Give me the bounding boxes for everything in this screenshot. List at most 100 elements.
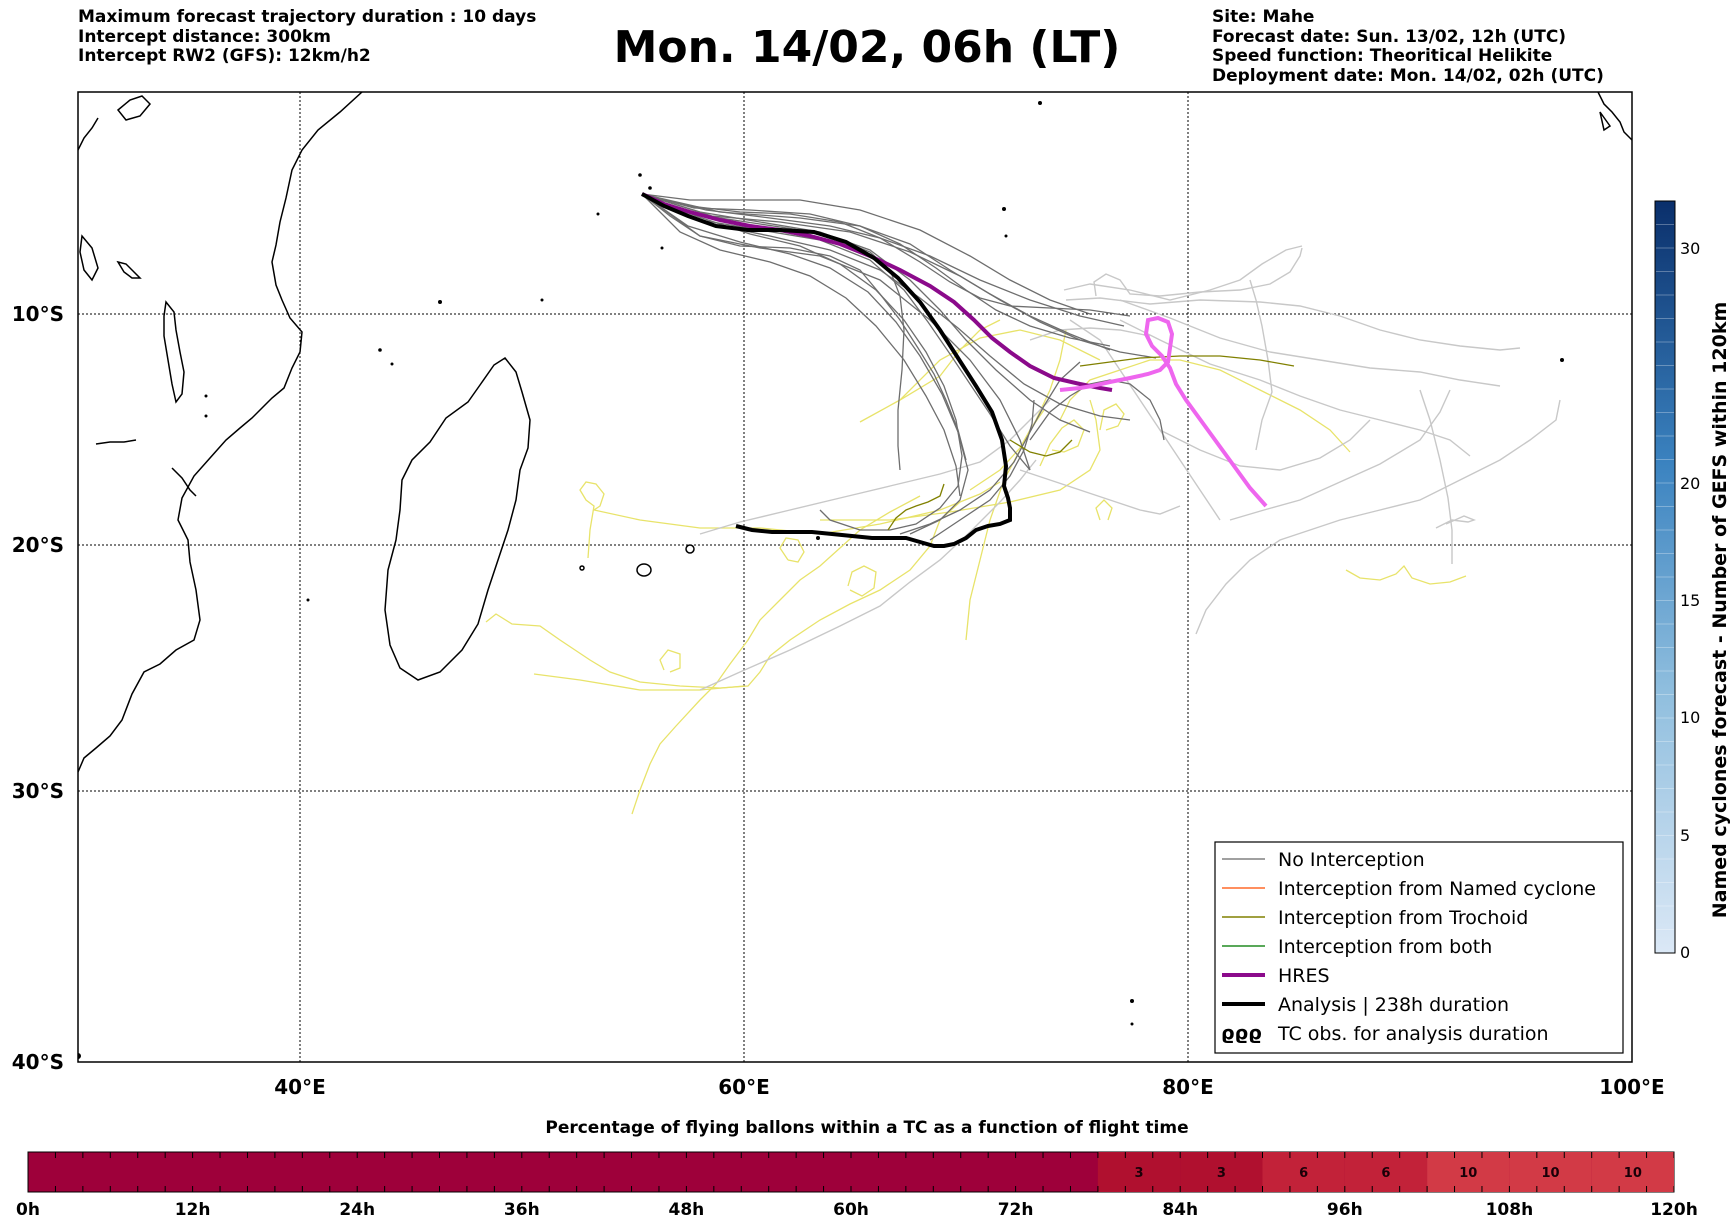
no-interception-track xyxy=(929,399,1035,541)
lat-label-30s: 30°S xyxy=(12,779,64,803)
island xyxy=(378,348,382,352)
percentage-time-label: 36h xyxy=(504,1200,540,1220)
trochoid-ensemble-tracks xyxy=(485,319,1467,815)
no-interception-track xyxy=(641,193,1111,351)
percentage-time-label: 48h xyxy=(669,1200,705,1220)
coastline-piece xyxy=(116,95,152,121)
coastline-piece xyxy=(79,234,99,282)
legend-item: HRES xyxy=(1222,965,1330,987)
gray-track xyxy=(1195,399,1561,635)
no-interception-track xyxy=(641,193,1131,317)
africa-coastline xyxy=(78,92,363,773)
gray-track xyxy=(1419,389,1453,564)
legend-label: Interception from Named cyclone xyxy=(1278,878,1596,900)
gray-track xyxy=(1435,515,1477,529)
percentage-time-label: 24h xyxy=(339,1200,375,1220)
yellow-track xyxy=(579,481,1001,559)
island xyxy=(1130,999,1134,1003)
speed-function-text: Speed function: Theoritical Helikite xyxy=(1212,46,1553,66)
lon-label-80e: 80°E xyxy=(1162,1075,1214,1099)
colorbar-ticks: 0 5 10 15 20 30 xyxy=(1680,239,1700,962)
colorbar-tick: 15 xyxy=(1680,591,1700,610)
arabia-coastline xyxy=(78,117,99,151)
gray-track xyxy=(1249,279,1273,451)
percentage-cell xyxy=(1427,1152,1510,1192)
yellow-track xyxy=(1345,564,1467,585)
legend-item: ϱϱϱ TC obs. for analysis duration xyxy=(1221,1022,1549,1045)
percentage-cell-value: 10 xyxy=(1542,1166,1560,1181)
gray-track xyxy=(1065,297,1521,351)
gray-track xyxy=(1029,327,1151,341)
yellow-track xyxy=(1099,403,1125,431)
site-text: Site: Mahe xyxy=(1212,7,1315,27)
island xyxy=(540,298,544,302)
legend-item: Interception from Named cyclone xyxy=(1222,878,1596,900)
legend-label: No Interception xyxy=(1278,849,1425,871)
island xyxy=(1130,1022,1134,1026)
yellow-track xyxy=(847,565,877,597)
percentage-time-label: 96h xyxy=(1327,1200,1363,1220)
trochoid-interception-track xyxy=(1079,355,1295,367)
no-interception-track xyxy=(641,193,1031,471)
percentage-cell-value: 10 xyxy=(1459,1166,1477,1181)
percentage-cells: 3 3 6 6 10 10 10 xyxy=(1097,1152,1674,1192)
yellow-track xyxy=(1095,499,1113,521)
yellow-track xyxy=(533,673,745,691)
colorbar-label: Named cyclones forecast - Number of GEFS… xyxy=(1709,302,1731,919)
percentage-cell xyxy=(1097,1152,1181,1192)
lon-label-100e: 100°E xyxy=(1599,1075,1664,1099)
coastline-piece xyxy=(163,300,185,404)
island xyxy=(78,1053,81,1059)
percentage-time-label: 60h xyxy=(833,1200,869,1220)
island xyxy=(306,598,310,602)
island xyxy=(204,414,208,418)
gray-track xyxy=(1063,245,1303,301)
yellow-track xyxy=(659,649,681,673)
longitude-labels: 40°E 60°E 80°E 100°E xyxy=(274,1075,1664,1099)
lat-label-40s: 40°S xyxy=(12,1050,64,1074)
page-title: Mon. 14/02, 06h (LT) xyxy=(613,22,1121,73)
legend-item: Analysis | 238h duration xyxy=(1222,994,1509,1016)
percentage-time-label: 0h xyxy=(16,1200,40,1220)
gray-track xyxy=(1229,389,1451,521)
percentage-cell xyxy=(1180,1152,1263,1192)
light-ensemble-tracks xyxy=(699,245,1561,691)
forecast-date-text: Forecast date: Sun. 13/02, 12h (UTC) xyxy=(1212,26,1567,47)
yellow-track xyxy=(485,501,961,689)
island xyxy=(1560,358,1564,362)
lon-label-40e: 40°E xyxy=(274,1075,326,1099)
intercept-distance-text: Intercept distance: 300km xyxy=(78,26,331,47)
trochoid-interception-track xyxy=(887,483,945,531)
colorbar-tick: 30 xyxy=(1680,239,1700,258)
percentage-cell-value: 3 xyxy=(1135,1166,1144,1181)
legend-label: Interception from Trochoid xyxy=(1278,907,1528,929)
tc-obs-symbol-icon: ϱϱϱ xyxy=(1221,1022,1262,1044)
percentage-time-label: 84h xyxy=(1162,1200,1198,1220)
percentage-time-label: 12h xyxy=(175,1200,211,1220)
percentage-minor-ticks xyxy=(27,1152,1675,1192)
no-interception-track xyxy=(899,361,1081,535)
yellow-track xyxy=(820,399,1101,521)
intercept-rw2-text: Intercept RW2 (GFS): 12km/h2 xyxy=(78,46,371,66)
coastline-piece xyxy=(116,260,142,279)
madagascar-coastline xyxy=(384,357,531,681)
gray-track xyxy=(1159,419,1371,471)
lat-label-10s: 10°S xyxy=(12,302,64,326)
yellow-track xyxy=(631,495,921,815)
no-interception-track xyxy=(641,193,1091,433)
percentage-time-label: 108h xyxy=(1486,1200,1534,1220)
no-interception-track xyxy=(641,193,969,535)
legend-box xyxy=(1214,841,1624,1054)
analysis-track xyxy=(641,192,1012,548)
percentage-cell xyxy=(1344,1152,1428,1192)
no-interception-track xyxy=(641,193,1131,421)
colorbar-tick: 5 xyxy=(1680,826,1690,845)
mauritius-coastline xyxy=(636,563,652,577)
max-duration-text: Maximum forecast trajectory duration : 1… xyxy=(78,7,537,27)
legend-label: HRES xyxy=(1278,965,1330,987)
forecast-parameters-right: Site: Mahe Forecast date: Sun. 13/02, 12… xyxy=(1212,7,1604,86)
legend-item: Interception from both xyxy=(1222,936,1492,958)
yellow-track xyxy=(779,537,805,563)
trochoid-interception-tracks xyxy=(887,355,1295,531)
